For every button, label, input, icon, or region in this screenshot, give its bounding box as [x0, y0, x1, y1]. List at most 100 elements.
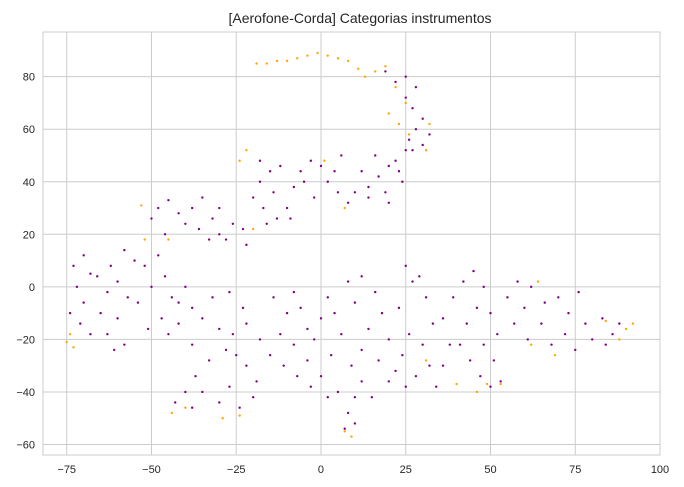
data-point — [126, 296, 129, 299]
data-point — [333, 170, 336, 173]
data-point — [258, 180, 262, 183]
data-point — [241, 227, 245, 231]
data-point — [458, 343, 462, 346]
grid-lines — [43, 32, 661, 455]
data-point — [455, 382, 458, 386]
data-point — [326, 395, 329, 399]
data-point — [201, 390, 204, 394]
data-point — [157, 254, 160, 257]
data-point — [238, 159, 241, 162]
data-point — [116, 280, 119, 283]
data-point — [424, 296, 428, 299]
data-point — [431, 322, 435, 325]
data-point — [340, 154, 343, 157]
data-point — [170, 296, 174, 299]
data-point — [394, 159, 397, 162]
data-point — [404, 264, 407, 268]
data-point — [262, 206, 265, 210]
data-point — [157, 206, 160, 210]
data-point — [82, 254, 85, 257]
data-point — [489, 311, 492, 315]
data-point — [394, 369, 397, 373]
data-point — [116, 317, 119, 320]
data-point — [285, 311, 289, 315]
data-point — [499, 380, 502, 383]
data-point — [374, 154, 377, 157]
data-point — [75, 285, 79, 289]
x-tick-label: −50 — [142, 464, 161, 476]
x-tick-label: −75 — [57, 464, 76, 476]
data-point — [353, 395, 357, 399]
data-point — [224, 238, 228, 241]
data-point — [428, 133, 431, 136]
y-tick-label: −60 — [16, 439, 35, 451]
data-point — [123, 343, 126, 346]
data-point — [540, 322, 543, 325]
data-point — [309, 159, 313, 162]
data-point — [475, 306, 479, 310]
data-point — [343, 206, 346, 210]
data-point — [272, 296, 275, 299]
data-point — [238, 414, 241, 417]
data-point — [340, 332, 343, 336]
data-point — [296, 374, 299, 378]
data-point — [123, 248, 126, 252]
data-point — [190, 406, 194, 409]
data-point — [235, 353, 238, 357]
data-point — [251, 395, 255, 399]
data-point — [167, 332, 170, 336]
data-point — [404, 149, 407, 152]
data-point — [143, 238, 146, 241]
data-point — [96, 275, 99, 278]
data-point — [557, 296, 560, 299]
data-point — [207, 359, 211, 362]
data-point — [424, 359, 428, 362]
data-point — [350, 364, 353, 367]
y-tick-label: 0 — [29, 282, 35, 294]
data-point — [89, 332, 92, 336]
data-point — [190, 343, 194, 346]
data-point — [319, 374, 323, 378]
data-point — [360, 348, 363, 352]
data-point — [346, 280, 350, 283]
data-point — [282, 364, 285, 367]
data-point — [387, 380, 390, 383]
data-point — [367, 185, 370, 189]
data-point — [190, 306, 194, 310]
data-point — [177, 212, 180, 215]
data-point — [197, 227, 201, 231]
data-point — [184, 390, 187, 394]
data-point — [177, 322, 180, 325]
data-point — [407, 133, 411, 136]
data-point — [360, 275, 363, 278]
data-point — [299, 170, 302, 173]
data-point — [631, 322, 635, 325]
data-point — [306, 54, 309, 57]
data-point — [201, 196, 204, 199]
data-point — [380, 311, 384, 315]
data-point — [265, 62, 268, 65]
data-point — [285, 206, 289, 210]
data-point — [241, 306, 245, 310]
data-point — [414, 374, 418, 378]
data-point — [543, 301, 546, 304]
data-point — [306, 327, 309, 331]
data-point — [177, 301, 180, 304]
data-point — [228, 290, 231, 294]
data-point — [384, 64, 387, 68]
data-point — [377, 359, 380, 362]
data-point — [333, 311, 336, 315]
data-point — [329, 353, 333, 357]
data-point — [190, 206, 194, 210]
data-point — [350, 435, 353, 438]
data-point — [279, 164, 282, 168]
data-point — [363, 75, 367, 78]
data-point — [441, 364, 445, 367]
data-point — [292, 343, 296, 346]
data-point — [72, 346, 75, 349]
data-point — [377, 175, 380, 178]
data-point — [618, 322, 621, 325]
chart-title: [Aerofone-Corda] Categorias instrumentos — [228, 10, 491, 26]
data-point — [218, 327, 221, 331]
data-point — [323, 159, 326, 162]
